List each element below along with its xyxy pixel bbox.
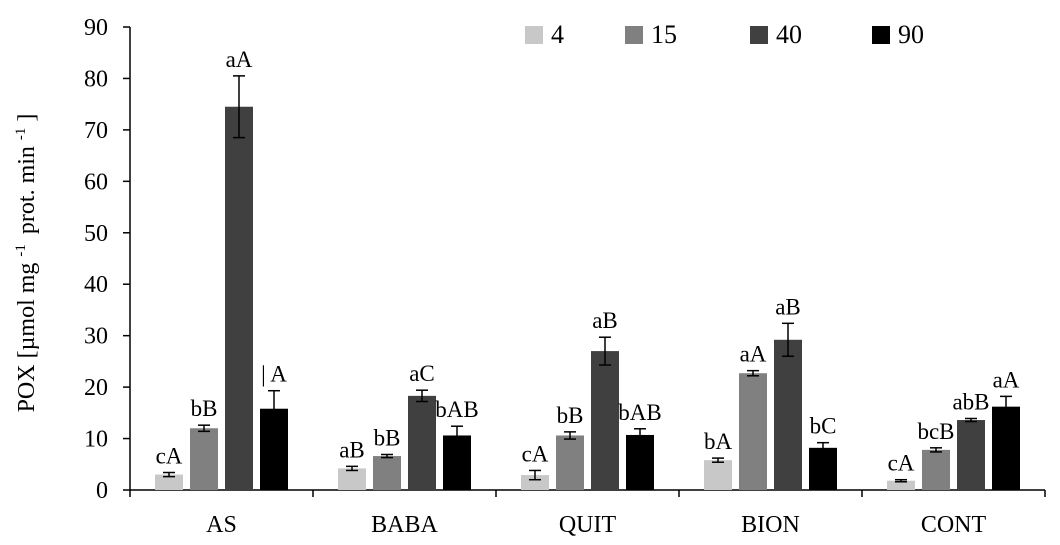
legend-label: 4 [551,20,564,49]
data-label: bB [191,396,218,421]
y-axis-title: POX [µmol mg -1 prot. min -1 ] [5,114,40,413]
data-label: bcB [917,419,954,444]
y-tick-label: 60 [84,169,108,195]
y-axis-title-part1: POX [µmol mg [14,263,40,413]
bar [774,339,802,490]
data-label: | A [261,362,287,387]
y-axis-title-sup1: -1 [13,244,29,257]
x-category-label: AS [206,512,237,538]
y-tick-label: 0 [96,478,108,504]
x-category-label: BION [741,512,800,538]
legend-swatch [750,26,768,44]
data-label: aA [740,342,767,367]
x-category-label: BABA [371,512,438,538]
bar [957,420,985,490]
legend-swatch [625,26,643,44]
data-label: aC [409,361,435,386]
bar [809,447,837,490]
bar [225,106,253,490]
data-label: aB [775,294,801,319]
bar [190,428,218,490]
data-label: bA [704,429,733,454]
y-tick-label: 30 [84,324,108,350]
bar [408,395,436,490]
data-label: aB [592,308,618,333]
bar [704,460,732,490]
y-axis-title-group: POX [µmol mg -1 prot. min -1 ] [5,114,40,413]
data-label: bC [810,414,837,439]
y-axis-title-part2: prot. min [14,146,40,234]
bar [992,406,1020,490]
y-tick-label: 10 [84,427,108,453]
bar [591,351,619,490]
data-label: cA [888,451,915,476]
y-axis-title-sup2: -1 [13,128,29,141]
y-tick-label: 20 [84,375,108,401]
legend-label: 40 [776,20,802,49]
data-label: aA [993,367,1020,392]
data-label: cA [156,444,183,469]
bar [556,435,584,490]
y-tick-label: 70 [84,118,108,144]
bar [922,449,950,490]
y-tick-label: 90 [84,15,108,41]
data-label: abB [952,389,989,414]
bar [155,474,183,490]
y-axis-title-part3: ] [14,114,40,122]
data-label: bAB [618,400,661,425]
data-label: aA [226,47,253,72]
y-tick-label: 50 [84,221,108,247]
data-label: aB [339,437,365,462]
bar [521,475,549,490]
data-label: bB [374,426,401,451]
bar [338,468,366,490]
x-category-label: QUIT [559,512,617,538]
legend-swatch [525,26,543,44]
data-label: cA [522,441,549,466]
legend-label: 15 [651,20,677,49]
bar [626,434,654,490]
data-label: bAB [435,397,478,422]
y-tick-label: 80 [84,66,108,92]
legend-swatch [872,26,890,44]
bar [739,373,767,490]
data-label: bB [557,403,584,428]
bar [373,456,401,490]
legend-label: 90 [898,20,924,49]
x-category-label: CONT [921,512,987,538]
bar [887,480,915,490]
y-tick-label: 40 [84,272,108,298]
